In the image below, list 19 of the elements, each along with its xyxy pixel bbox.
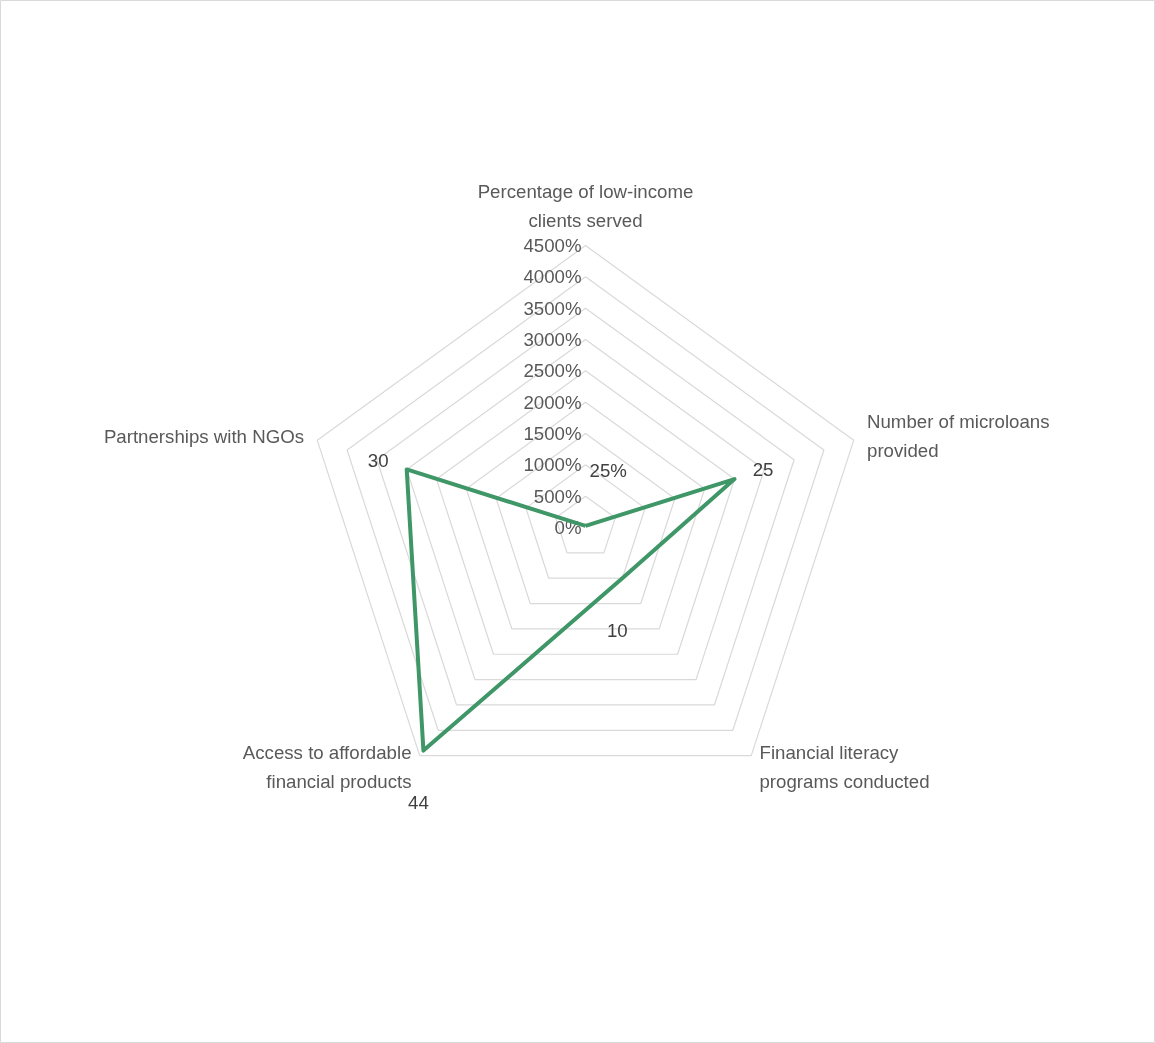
data-label: 25 bbox=[752, 459, 774, 481]
y-tick-label: 4000% bbox=[523, 266, 582, 288]
y-tick-label: 500% bbox=[533, 485, 582, 507]
y-tick-label: 2000% bbox=[523, 391, 582, 413]
data-label: 10 bbox=[606, 619, 628, 641]
y-tick-label: 3500% bbox=[523, 297, 582, 319]
spoke-label: Access to affordable financial products bbox=[242, 741, 412, 793]
data-label: 30 bbox=[367, 449, 389, 471]
y-tick-label: 2500% bbox=[523, 360, 582, 382]
spoke-label: Percentage of low-income clients served bbox=[477, 181, 694, 232]
y-tick-label: 1000% bbox=[523, 454, 582, 476]
y-tick-label: 3000% bbox=[523, 329, 582, 350]
y-tick-label: 4500% bbox=[523, 235, 582, 256]
data-label: 25% bbox=[589, 460, 627, 482]
spoke-label: Partnerships with NGOs bbox=[103, 425, 304, 447]
spoke-label: Financial literacy programs conducted bbox=[759, 741, 930, 793]
y-tick-label: 1500% bbox=[523, 423, 582, 444]
spoke-label: Number of microloans provided bbox=[867, 410, 1050, 462]
data-label: 44 bbox=[408, 792, 429, 814]
